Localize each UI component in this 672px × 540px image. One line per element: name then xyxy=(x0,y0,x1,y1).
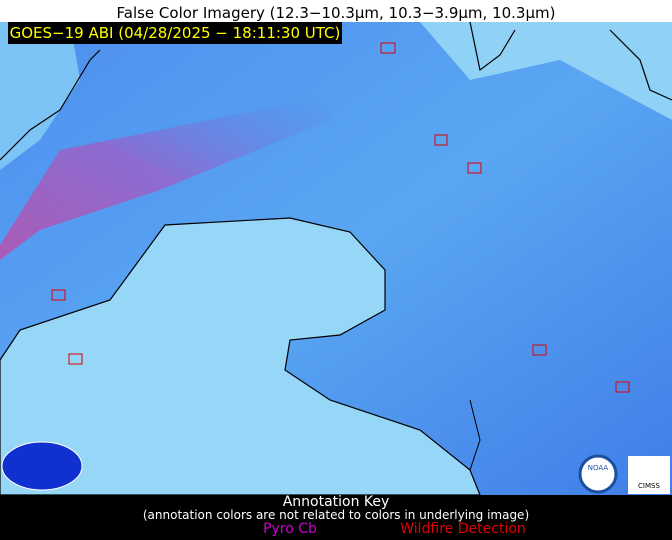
image-label: GOES−19 ABI (04/28/2025 − 18:11:30 UTC) xyxy=(10,24,341,42)
key-title: Annotation Key xyxy=(283,494,390,510)
cloud-free-area xyxy=(420,22,672,120)
cimss-logo xyxy=(628,456,670,494)
bay xyxy=(0,217,481,496)
title: False Color Imagery (12.3−10.3µm, 10.3−3… xyxy=(117,4,556,22)
noaa-logo xyxy=(578,454,618,494)
pyro-band xyxy=(0,95,330,260)
fire-detections xyxy=(51,42,630,393)
cimss-text: CIMSS xyxy=(638,482,660,490)
coastline xyxy=(469,399,481,471)
coastline xyxy=(0,49,101,161)
noaa-text: NOAA xyxy=(588,464,609,472)
coastline xyxy=(469,21,516,72)
key-panel xyxy=(0,495,672,540)
key-item: Wildfire Detection xyxy=(400,521,526,537)
key-item: Pyro Cb xyxy=(263,521,317,537)
globe-icon xyxy=(1,441,83,491)
key-note: (annotation colors are not related to co… xyxy=(143,508,529,522)
cloud-free-area xyxy=(0,22,80,170)
coastline xyxy=(609,29,672,101)
label-box xyxy=(8,22,342,44)
